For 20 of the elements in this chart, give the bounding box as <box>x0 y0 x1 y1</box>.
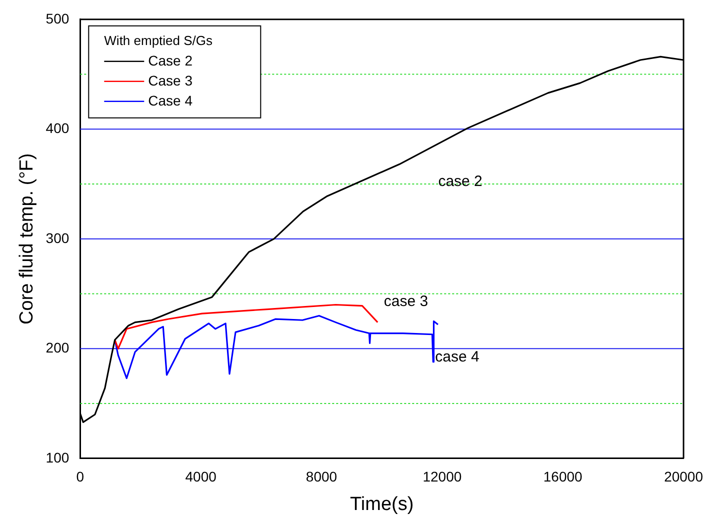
legend-label: Case 3 <box>148 72 193 88</box>
x-tick-label: 0 <box>76 468 84 485</box>
y-tick-label: 200 <box>46 340 70 356</box>
legend-label: Case 4 <box>148 92 193 108</box>
legend-label: Case 2 <box>148 52 193 68</box>
annotation: case 4 <box>435 348 480 366</box>
x-axis-title: Time(s) <box>350 494 414 515</box>
x-tick-label: 12000 <box>422 468 462 485</box>
y-tick-label: 400 <box>46 120 70 136</box>
y-tick-label: 500 <box>46 10 70 26</box>
x-tick-label: 16000 <box>543 468 583 485</box>
x-tick-label: 4000 <box>185 468 217 485</box>
x-tick-label: 20000 <box>664 468 704 485</box>
x-tick-label: 8000 <box>306 468 338 485</box>
y-tick-label: 100 <box>46 449 70 466</box>
annotation: case 2 <box>438 172 482 190</box>
y-axis-title: Core fluid temp. (°F) <box>16 153 38 325</box>
y-tick-label: 300 <box>46 230 70 246</box>
legend-title: With emptied S/Gs <box>104 32 214 48</box>
annotation: case 3 <box>384 292 428 310</box>
